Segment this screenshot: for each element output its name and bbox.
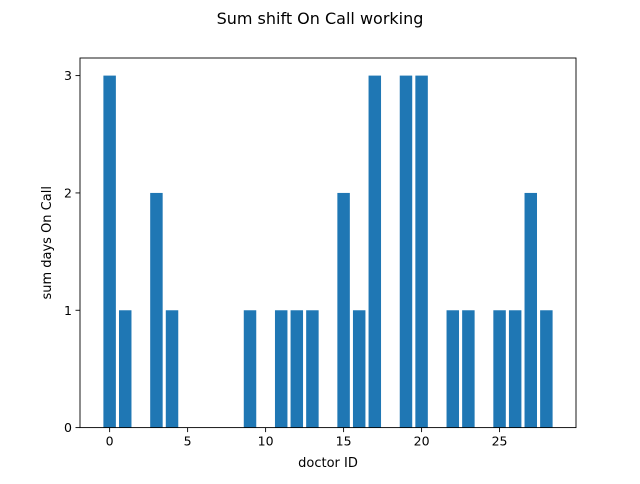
bar-doctor-0 xyxy=(103,75,116,428)
bar-doctor-28 xyxy=(540,310,553,428)
bars-group xyxy=(103,75,553,428)
x-tick-label: 25 xyxy=(492,434,508,449)
bar-doctor-3 xyxy=(150,192,163,428)
bar-doctor-26 xyxy=(508,310,522,428)
bar-doctor-27 xyxy=(524,192,538,428)
bar-doctor-22 xyxy=(446,310,460,428)
x-tick-label: 0 xyxy=(106,434,114,449)
bar-doctor-25 xyxy=(493,310,506,428)
x-tick-label: 10 xyxy=(258,434,274,449)
y-axis-label: sum days On Call xyxy=(40,186,55,299)
bar-doctor-15 xyxy=(337,192,350,428)
bar-doctor-17 xyxy=(368,75,382,428)
bar-doctor-16 xyxy=(352,310,366,428)
x-axis-label: doctor ID xyxy=(298,456,358,471)
x-tick-label: 5 xyxy=(184,434,192,449)
bar-doctor-13 xyxy=(306,310,319,428)
bar-doctor-1 xyxy=(118,310,132,428)
x-axis-ticks: 0 5 10 15 20 25 xyxy=(106,427,508,449)
y-tick-label: 0 xyxy=(64,420,72,435)
y-tick-label: 3 xyxy=(64,68,72,83)
bar-doctor-12 xyxy=(290,310,304,428)
y-axis-ticks: 0 1 2 3 xyxy=(64,68,80,435)
bar-doctor-11 xyxy=(274,310,288,428)
plot-area-frame xyxy=(79,57,577,429)
y-tick-label: 2 xyxy=(64,185,72,200)
bar-doctor-19 xyxy=(399,75,413,428)
bar-doctor-23 xyxy=(462,310,475,428)
x-tick-label: 20 xyxy=(414,434,430,449)
bar-doctor-9 xyxy=(243,310,257,428)
bar-doctor-20 xyxy=(415,75,428,428)
x-tick-label: 15 xyxy=(336,434,352,449)
chart-title: Sum shift On Call working xyxy=(217,9,424,28)
bar-doctor-4 xyxy=(165,310,179,428)
y-tick-label: 1 xyxy=(64,303,72,318)
